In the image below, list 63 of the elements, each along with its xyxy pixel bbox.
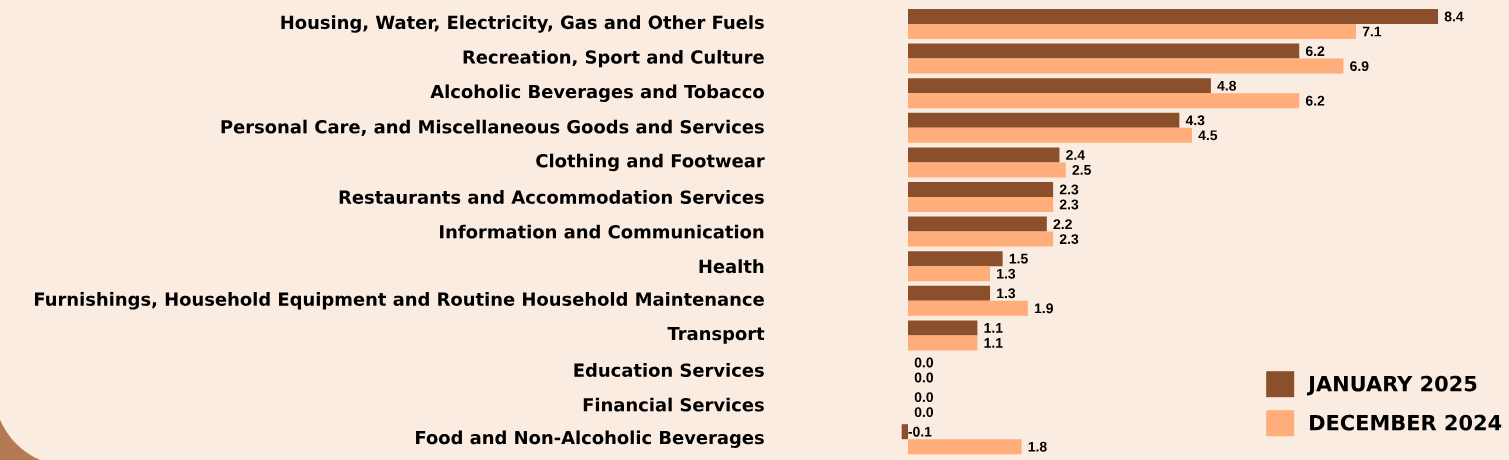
bar — [908, 285, 991, 301]
y-tick-label: Alcoholic Beverages and Tobacco — [430, 84, 764, 102]
bar — [908, 216, 1047, 232]
data-label: 1.8 — [1028, 441, 1047, 452]
data-label: -0.1 — [908, 426, 932, 437]
data-label: 4.8 — [1217, 80, 1237, 91]
y-tick-label: Information and Communication — [440, 224, 764, 239]
data-label: 4.5 — [1198, 130, 1218, 141]
data-label: 2.3 — [1059, 234, 1079, 245]
y-tick-label: Personal Care, and Miscellaneous Goods and Services — [221, 119, 764, 136]
data-label: 2.3 — [1059, 184, 1079, 195]
data-label: 1.1 — [984, 338, 1003, 348]
data-label: 0.0 — [914, 357, 934, 368]
bar — [908, 112, 1180, 128]
bar — [908, 162, 1066, 178]
bar — [908, 43, 1300, 59]
data-label: 2.3 — [1059, 199, 1079, 210]
bar — [908, 9, 1439, 24]
bar — [908, 182, 1054, 197]
bar — [908, 127, 1192, 143]
data-label: 1.3 — [997, 288, 1016, 299]
data-label: 2.4 — [1066, 150, 1085, 160]
data-label: 6.9 — [1350, 61, 1369, 72]
bar — [908, 231, 1054, 247]
y-tick-label: Financial Services — [583, 397, 764, 412]
y-tick-label: Food and Non-Alcoholic Beverages — [416, 430, 764, 448]
data-label: 2.5 — [1072, 164, 1091, 175]
bar — [908, 24, 1357, 39]
y-tick-label: Education Services — [574, 363, 764, 377]
y-tick-label: Recreation, Sport and Culture — [463, 49, 764, 68]
y-tick-label: Furnishings, Household Equipment and Routine Household Maintenance — [34, 292, 764, 310]
y-tick-label: Restaurants and Accommodation Services — [339, 190, 764, 204]
y-tick-label: Clothing and Footwear — [536, 153, 765, 172]
bar — [908, 320, 978, 336]
bar — [908, 78, 1211, 94]
data-label: 2.2 — [1053, 219, 1072, 229]
legend-label: JANUARY 2025 — [1307, 375, 1477, 396]
data-label: 1.5 — [1009, 253, 1028, 264]
data-label: 1.9 — [1034, 303, 1053, 314]
bar — [908, 197, 1054, 212]
y-tick-label: Health — [699, 259, 764, 274]
data-label: 1.3 — [997, 268, 1016, 279]
bar — [908, 93, 1300, 109]
y-tick-label: Transport — [667, 327, 765, 344]
bar — [901, 424, 908, 440]
bar — [908, 335, 978, 351]
data-label: 0.0 — [914, 407, 934, 418]
y-tick-label: Housing, Water, Electricity, Gas and Other Fuels — [281, 15, 764, 33]
bar — [908, 439, 1022, 455]
data-label: 1.1 — [984, 323, 1003, 333]
data-label: 0.0 — [914, 372, 934, 383]
bar — [908, 300, 1028, 316]
bar — [908, 147, 1060, 163]
bar — [908, 266, 991, 282]
data-label: 0.0 — [914, 392, 934, 403]
data-label: 4.3 — [1185, 115, 1205, 126]
data-label: 8.4 — [1444, 11, 1464, 22]
data-label: 6.2 — [1305, 46, 1325, 57]
legend-label: DECEMBER 2024 — [1310, 414, 1502, 431]
bar — [908, 251, 1003, 267]
bar — [908, 58, 1344, 74]
data-label: 6.2 — [1305, 95, 1325, 106]
data-label: 7.1 — [1362, 26, 1382, 37]
